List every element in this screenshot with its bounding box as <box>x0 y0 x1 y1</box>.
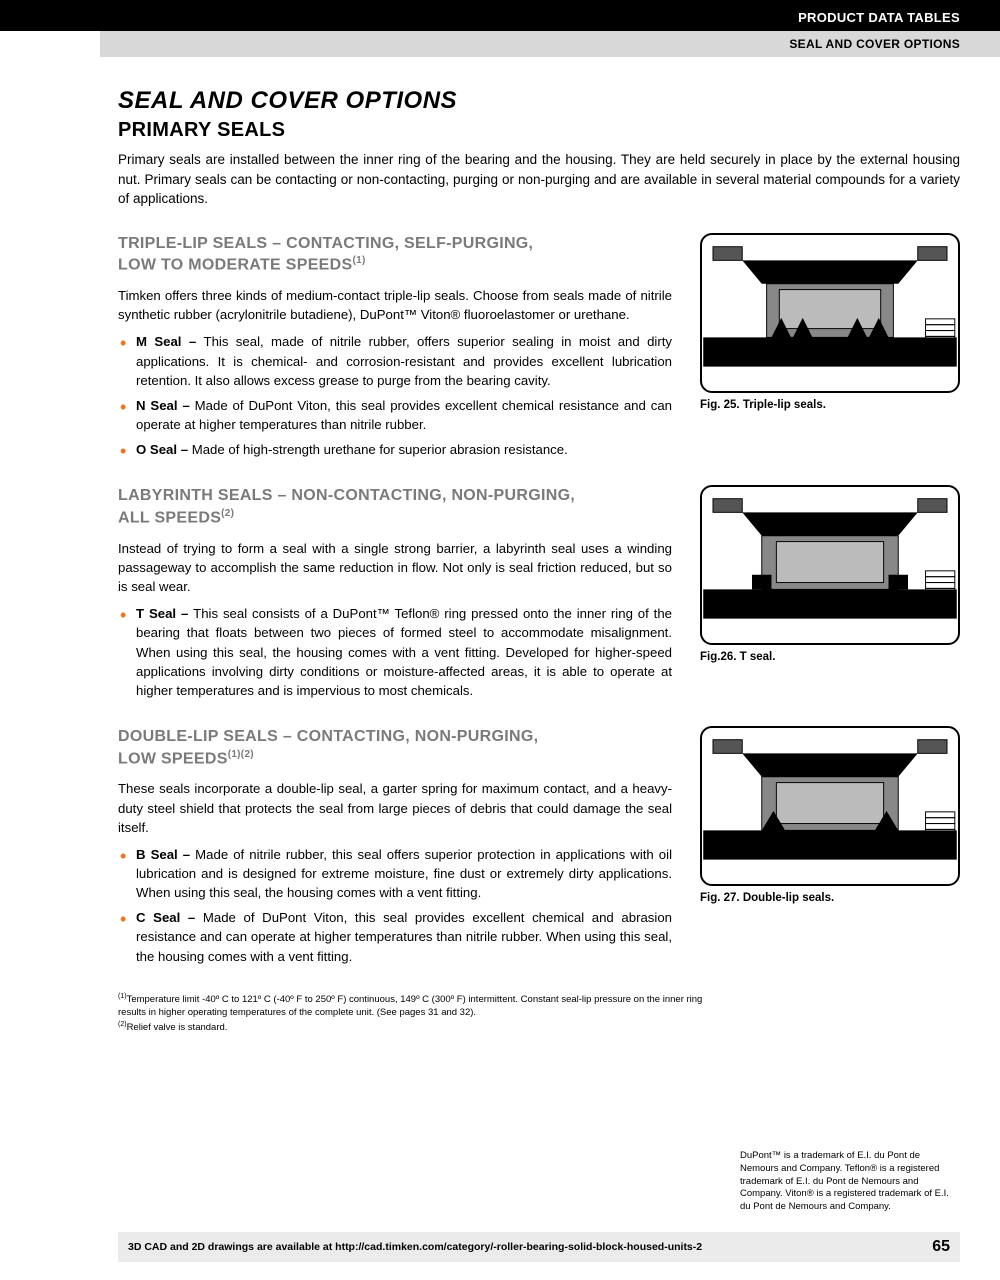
heading-sup: (2) <box>221 508 234 519</box>
section-para: Timken offers three kinds of medium-cont… <box>118 286 672 324</box>
heading-line: LABYRINTH SEALS – NON-CONTACTING, NON-PU… <box>118 487 575 504</box>
trademark-note: DuPont™ is a trademark of E.I. du Pont d… <box>740 1150 960 1214</box>
figure-t-seal <box>700 485 960 645</box>
figure-caption: Fig.26. T seal. <box>700 651 960 663</box>
section-double-lip: DOUBLE-LIP SEALS – CONTACTING, NON-PURGI… <box>118 726 960 972</box>
heading-line: DOUBLE-LIP SEALS – CONTACTING, NON-PURGI… <box>118 728 538 745</box>
bullet-list: T Seal – This seal consists of a DuPont™… <box>118 604 672 700</box>
page-content: SEAL AND COVER OPTIONS PRIMARY SEALS Pri… <box>0 57 1000 1035</box>
header-black: PRODUCT DATA TABLES <box>0 0 1000 31</box>
section-heading: DOUBLE-LIP SEALS – CONTACTING, NON-PURGI… <box>118 726 672 770</box>
figure-caption: Fig. 25. Triple-lip seals. <box>700 399 960 411</box>
list-item: M Seal – This seal, made of nitrile rubb… <box>136 332 672 389</box>
heading-line: ALL SPEEDS <box>118 509 221 526</box>
figure-caption: Fig. 27. Double-lip seals. <box>700 892 960 904</box>
footer-bar: 3D CAD and 2D drawings are available at … <box>118 1232 960 1262</box>
figure-double-lip <box>700 726 960 886</box>
section-para: These seals incorporate a double-lip sea… <box>118 779 672 836</box>
seal-diagram-icon <box>702 487 958 643</box>
bullet-list: M Seal – This seal, made of nitrile rubb… <box>118 332 672 459</box>
list-item: N Seal – Made of DuPont Viton, this seal… <box>136 396 672 434</box>
section-triple-lip: TRIPLE-LIP SEALS – CONTACTING, SELF-PURG… <box>118 233 960 466</box>
heading-line: TRIPLE-LIP SEALS – CONTACTING, SELF-PURG… <box>118 235 533 252</box>
intro-paragraph: Primary seals are installed between the … <box>118 150 960 209</box>
seal-diagram-icon <box>702 728 958 884</box>
footer-text: 3D CAD and 2D drawings are available at … <box>128 1241 702 1253</box>
heading-sup: (1) <box>352 255 365 266</box>
page-number: 65 <box>932 1238 950 1256</box>
heading-sup: (1)(2) <box>228 749 254 760</box>
list-item: O Seal – Made of high-strength urethane … <box>136 440 672 459</box>
footnote-text: Temperature limit -40º C to 121º C (-40º… <box>118 994 702 1018</box>
section-heading: LABYRINTH SEALS – NON-CONTACTING, NON-PU… <box>118 485 672 529</box>
footnotes: (1)Temperature limit -40º C to 121º C (-… <box>118 992 718 1035</box>
bullet-list: B Seal – Made of nitrile rubber, this se… <box>118 845 672 966</box>
heading-line: LOW SPEEDS <box>118 750 228 767</box>
section-heading: TRIPLE-LIP SEALS – CONTACTING, SELF-PURG… <box>118 233 672 277</box>
heading-line: LOW TO MODERATE SPEEDS <box>118 257 352 274</box>
section-para: Instead of trying to form a seal with a … <box>118 539 672 596</box>
list-item: T Seal – This seal consists of a DuPont™… <box>136 604 672 700</box>
footnote-text: Relief valve is standard. <box>127 1022 228 1033</box>
subtitle: PRIMARY SEALS <box>118 119 960 142</box>
list-item: C Seal – Made of DuPont Viton, this seal… <box>136 908 672 965</box>
list-item: B Seal – Made of nitrile rubber, this se… <box>136 845 672 902</box>
section-labyrinth: LABYRINTH SEALS – NON-CONTACTING, NON-PU… <box>118 485 960 706</box>
main-title: SEAL AND COVER OPTIONS <box>118 87 960 115</box>
seal-diagram-icon <box>702 235 958 391</box>
figure-triple-lip <box>700 233 960 393</box>
header-grey: SEAL AND COVER OPTIONS <box>100 31 1000 57</box>
